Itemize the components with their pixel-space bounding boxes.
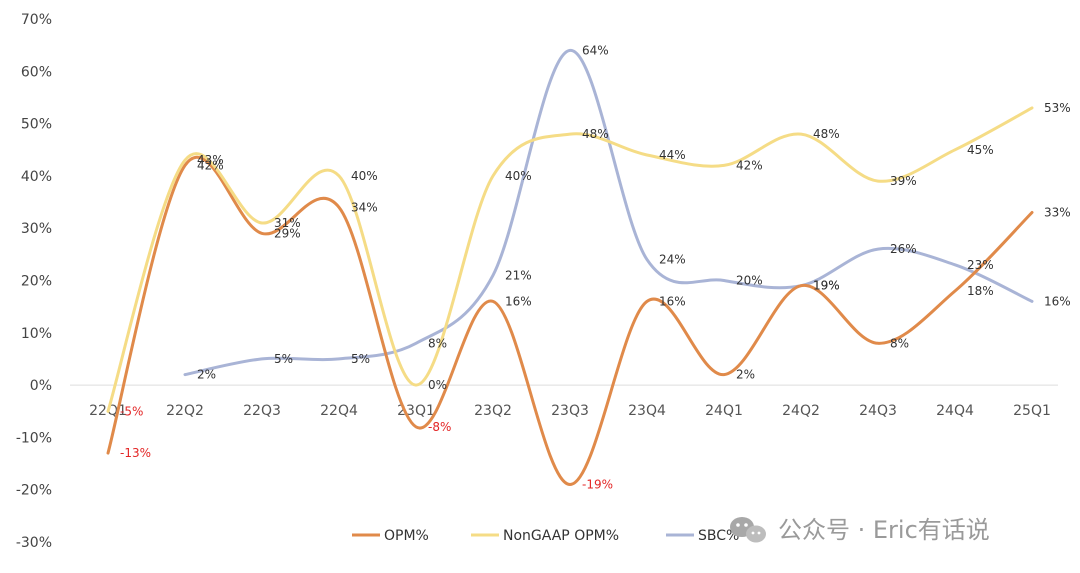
x-tick-label: 22Q4	[320, 403, 358, 419]
data-label: 16%	[659, 294, 686, 308]
legend-label: SBC%	[698, 528, 739, 544]
x-tick-label: 23Q4	[628, 403, 666, 419]
data-label: 26%	[890, 242, 917, 256]
data-label: 43%	[197, 153, 224, 167]
y-tick-label: -20%	[16, 483, 52, 499]
data-label: 5%	[274, 352, 293, 366]
x-tick-label: 24Q3	[859, 403, 897, 419]
y-tick-label: 20%	[21, 274, 52, 290]
data-label: 24%	[659, 253, 686, 267]
series-lines	[106, 48, 1034, 486]
data-label: 8%	[428, 336, 447, 350]
y-tick-label: 10%	[21, 326, 52, 342]
x-tick-label: 22Q2	[166, 403, 204, 419]
y-tick-label: -30%	[16, 535, 52, 551]
data-label: 40%	[351, 169, 378, 183]
data-label: 2%	[197, 368, 216, 382]
x-tick-label: 24Q4	[936, 403, 974, 419]
data-label: 21%	[505, 268, 532, 282]
y-tick-label: 30%	[21, 221, 52, 237]
x-tick-label: 24Q1	[705, 403, 743, 419]
data-label: 19%	[813, 279, 840, 293]
series-line-1	[106, 106, 1034, 413]
series-line-0	[106, 155, 1034, 486]
data-label: 16%	[1044, 294, 1071, 308]
data-label: 42%	[736, 158, 763, 172]
data-label: 53%	[1044, 101, 1071, 115]
data-label: 34%	[351, 200, 378, 214]
data-label: -8%	[428, 420, 451, 434]
data-label: 39%	[890, 174, 917, 188]
y-tick-label: -10%	[16, 430, 52, 446]
data-label: 33%	[1044, 206, 1071, 220]
y-tick-label: 60%	[21, 64, 52, 80]
data-label: 5%	[351, 352, 370, 366]
watermark-text: 公众号 · Eric有话说	[778, 516, 990, 544]
data-label: -13%	[120, 446, 151, 460]
watermark: 公众号 · Eric有话说	[730, 516, 990, 544]
x-tick-label: 22Q3	[243, 403, 281, 419]
data-label: 0%	[428, 378, 447, 392]
y-axis: -30% -20% -10% 0% 10% 20% 30% 40% 50% 60% 70%	[16, 12, 52, 551]
data-label: 31%	[274, 216, 301, 230]
data-label: 19%	[813, 279, 840, 293]
x-tick-label: 24Q2	[782, 403, 820, 419]
legend-label: NonGAAP OPM%	[503, 528, 619, 544]
data-label: 48%	[813, 127, 840, 141]
y-tick-label: 40%	[21, 169, 52, 185]
data-label: 16%	[505, 294, 532, 308]
y-tick-label: 0%	[30, 378, 52, 394]
y-tick-label: 50%	[21, 117, 52, 133]
y-tick-label: 70%	[21, 12, 52, 28]
data-label: 42%	[197, 158, 224, 172]
data-label: 8%	[890, 336, 909, 350]
data-label: 18%	[967, 284, 994, 298]
series-line-2	[183, 48, 1034, 377]
x-axis: 22Q1 22Q2 22Q3 22Q4 23Q1 23Q2 23Q3 23Q4 24Q1 24Q2…	[89, 403, 1051, 419]
data-label: -19%	[582, 478, 613, 492]
data-labels: -13% 42% 29% 34% -8% 16% -19% 16% 2% 19% 8% 18% 33% -…	[120, 43, 1071, 491]
legend: OPM% NonGAAP OPM% SBC%	[352, 528, 739, 544]
x-tick-label: 25Q1	[1013, 403, 1051, 419]
data-label: 40%	[505, 169, 532, 183]
x-tick-label: 23Q3	[551, 403, 589, 419]
data-label: 48%	[582, 127, 609, 141]
legend-label: OPM%	[384, 528, 429, 544]
x-tick-label: 23Q2	[474, 403, 512, 419]
data-label: -5%	[120, 404, 143, 418]
data-label: 64%	[582, 43, 609, 57]
data-label: 44%	[659, 148, 686, 162]
data-label: 29%	[274, 226, 301, 240]
data-label: 20%	[736, 274, 763, 288]
data-label: 2%	[736, 368, 755, 382]
data-label: 45%	[967, 143, 994, 157]
wechat-icon	[730, 517, 766, 543]
data-label: 23%	[967, 258, 994, 272]
